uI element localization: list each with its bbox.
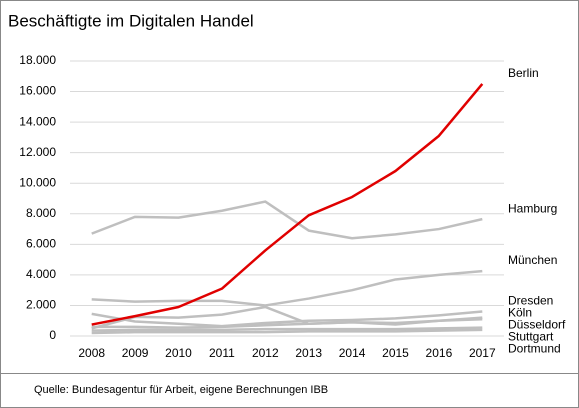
series-line <box>91 83 484 326</box>
x-tick-label: 2010 <box>165 346 192 360</box>
series-label: Dortmund <box>508 342 561 356</box>
y-tick-label: 6.000 <box>26 237 56 251</box>
x-tick-label: 2009 <box>122 346 149 360</box>
series-label: Stuttgart <box>508 330 554 344</box>
chart-title: Beschäftigte im Digitalen Handel <box>8 11 254 30</box>
y-tick-label: 4.000 <box>26 267 56 281</box>
y-tick-label: 14.000 <box>19 114 56 128</box>
x-tick-label: 2013 <box>295 346 322 360</box>
series-line <box>91 305 483 330</box>
series-label: Berlin <box>508 66 539 80</box>
source: Quelle: Bundesagentur für Arbeit, eigene… <box>34 384 328 396</box>
series-label: Hamburg <box>508 201 557 215</box>
series-line <box>91 269 483 307</box>
series-label: München <box>508 253 557 267</box>
y-tick-label: 0 <box>49 328 56 342</box>
x-tick-label: 2008 <box>78 346 105 360</box>
y-tick-label: 10.000 <box>19 175 56 189</box>
series-line <box>91 328 483 335</box>
y-tick-label: 2.000 <box>26 298 56 312</box>
x-tick-label: 2016 <box>426 346 453 360</box>
series-line <box>91 326 483 332</box>
y-tick-label: 8.000 <box>26 206 56 220</box>
series-label: Dresden <box>508 294 553 308</box>
x-tick-label: 2012 <box>252 346 279 360</box>
y-tick-label: 18.000 <box>19 53 56 67</box>
y-tick-label: 16.000 <box>19 84 56 98</box>
series-line <box>91 200 483 240</box>
x-tick-label: 2011 <box>209 346 235 360</box>
series-label: Düsseldorf <box>508 318 566 332</box>
series-label: Köln <box>508 306 532 320</box>
x-tick-label: 2014 <box>339 346 366 360</box>
y-tick-label: 12.000 <box>19 145 56 159</box>
series-line <box>91 310 483 328</box>
x-tick-label: 2015 <box>382 346 409 360</box>
x-tick-label: 2017 <box>469 346 496 360</box>
